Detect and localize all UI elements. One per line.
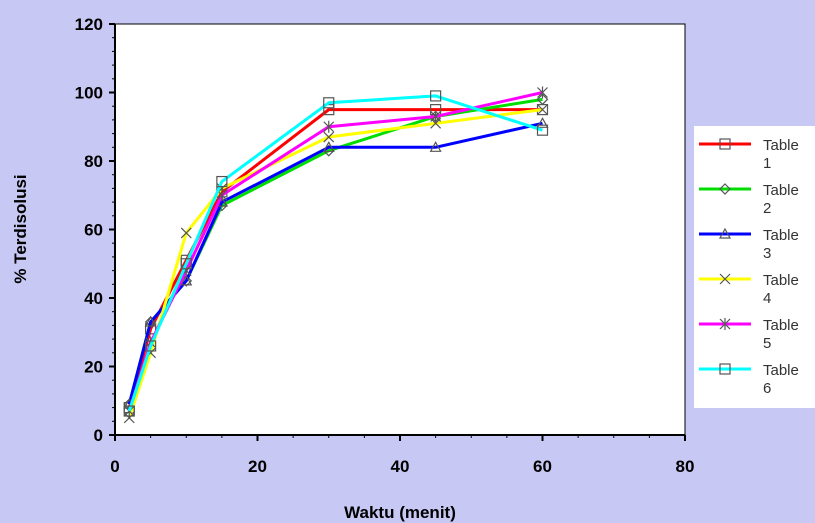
x-tick-label: 40: [391, 457, 410, 476]
legend-marker: [719, 183, 731, 195]
legend-label: Table: [763, 272, 799, 289]
legend-label: 4: [763, 290, 771, 307]
data-point: [180, 274, 193, 286]
y-tick-label: 0: [94, 426, 103, 445]
data-point: [180, 227, 192, 239]
y-axis-title: % Terdisolusi: [11, 174, 30, 283]
legend-marker: [718, 227, 732, 239]
legend-label: 2: [763, 200, 771, 217]
data-point: [323, 120, 335, 133]
data-point: [536, 93, 549, 106]
legend-box: [694, 126, 815, 408]
axes: 0 20 40 60 80 100 120 0 20 40 60 80: [75, 15, 695, 476]
data-point: [430, 90, 442, 102]
legend-label: 6: [763, 380, 771, 397]
legend-marker: [719, 363, 731, 375]
series-line: [127, 121, 543, 405]
data-point: [323, 97, 335, 109]
legend-label: Table: [763, 137, 799, 154]
data-point: [537, 86, 548, 99]
legend-marker: [719, 273, 731, 285]
y-tick-label: 60: [84, 221, 103, 240]
legend-label: Table: [763, 362, 799, 379]
legend-label: 5: [763, 335, 771, 352]
x-tick-label: 80: [676, 457, 695, 476]
data-point: [123, 405, 135, 417]
y-tick-label: 40: [84, 289, 103, 308]
y-tick-label: 100: [75, 84, 103, 103]
data-point: [430, 110, 442, 123]
legend-marker: [719, 318, 731, 330]
data-point: [145, 340, 157, 352]
legend-label: Table: [763, 227, 799, 244]
data-point: [537, 104, 548, 116]
series-layer: [123, 86, 549, 424]
data-point: [180, 258, 192, 270]
legend-marker: [719, 138, 731, 150]
data-point: [216, 175, 228, 188]
x-tick-label: 20: [248, 457, 267, 476]
legend-label: 1: [763, 155, 771, 172]
data-point: [536, 117, 549, 128]
x-tick-label: 60: [533, 457, 552, 476]
y-tick-label: 20: [84, 358, 103, 377]
series-6: [123, 90, 549, 417]
data-point: [536, 124, 549, 136]
y-tick-label: 80: [84, 152, 103, 171]
data-point: [429, 141, 442, 152]
legend-label: Table: [763, 317, 799, 334]
data-point: [323, 131, 335, 143]
x-tick-label: 0: [110, 457, 119, 476]
legend-label: Table: [763, 182, 799, 199]
series-line: [127, 94, 543, 412]
legend-label: 3: [763, 245, 771, 262]
data-point: [144, 315, 157, 327]
x-axis-title: Waktu (menit): [344, 503, 456, 522]
y-tick-label: 120: [75, 15, 103, 34]
data-point: [322, 141, 335, 152]
